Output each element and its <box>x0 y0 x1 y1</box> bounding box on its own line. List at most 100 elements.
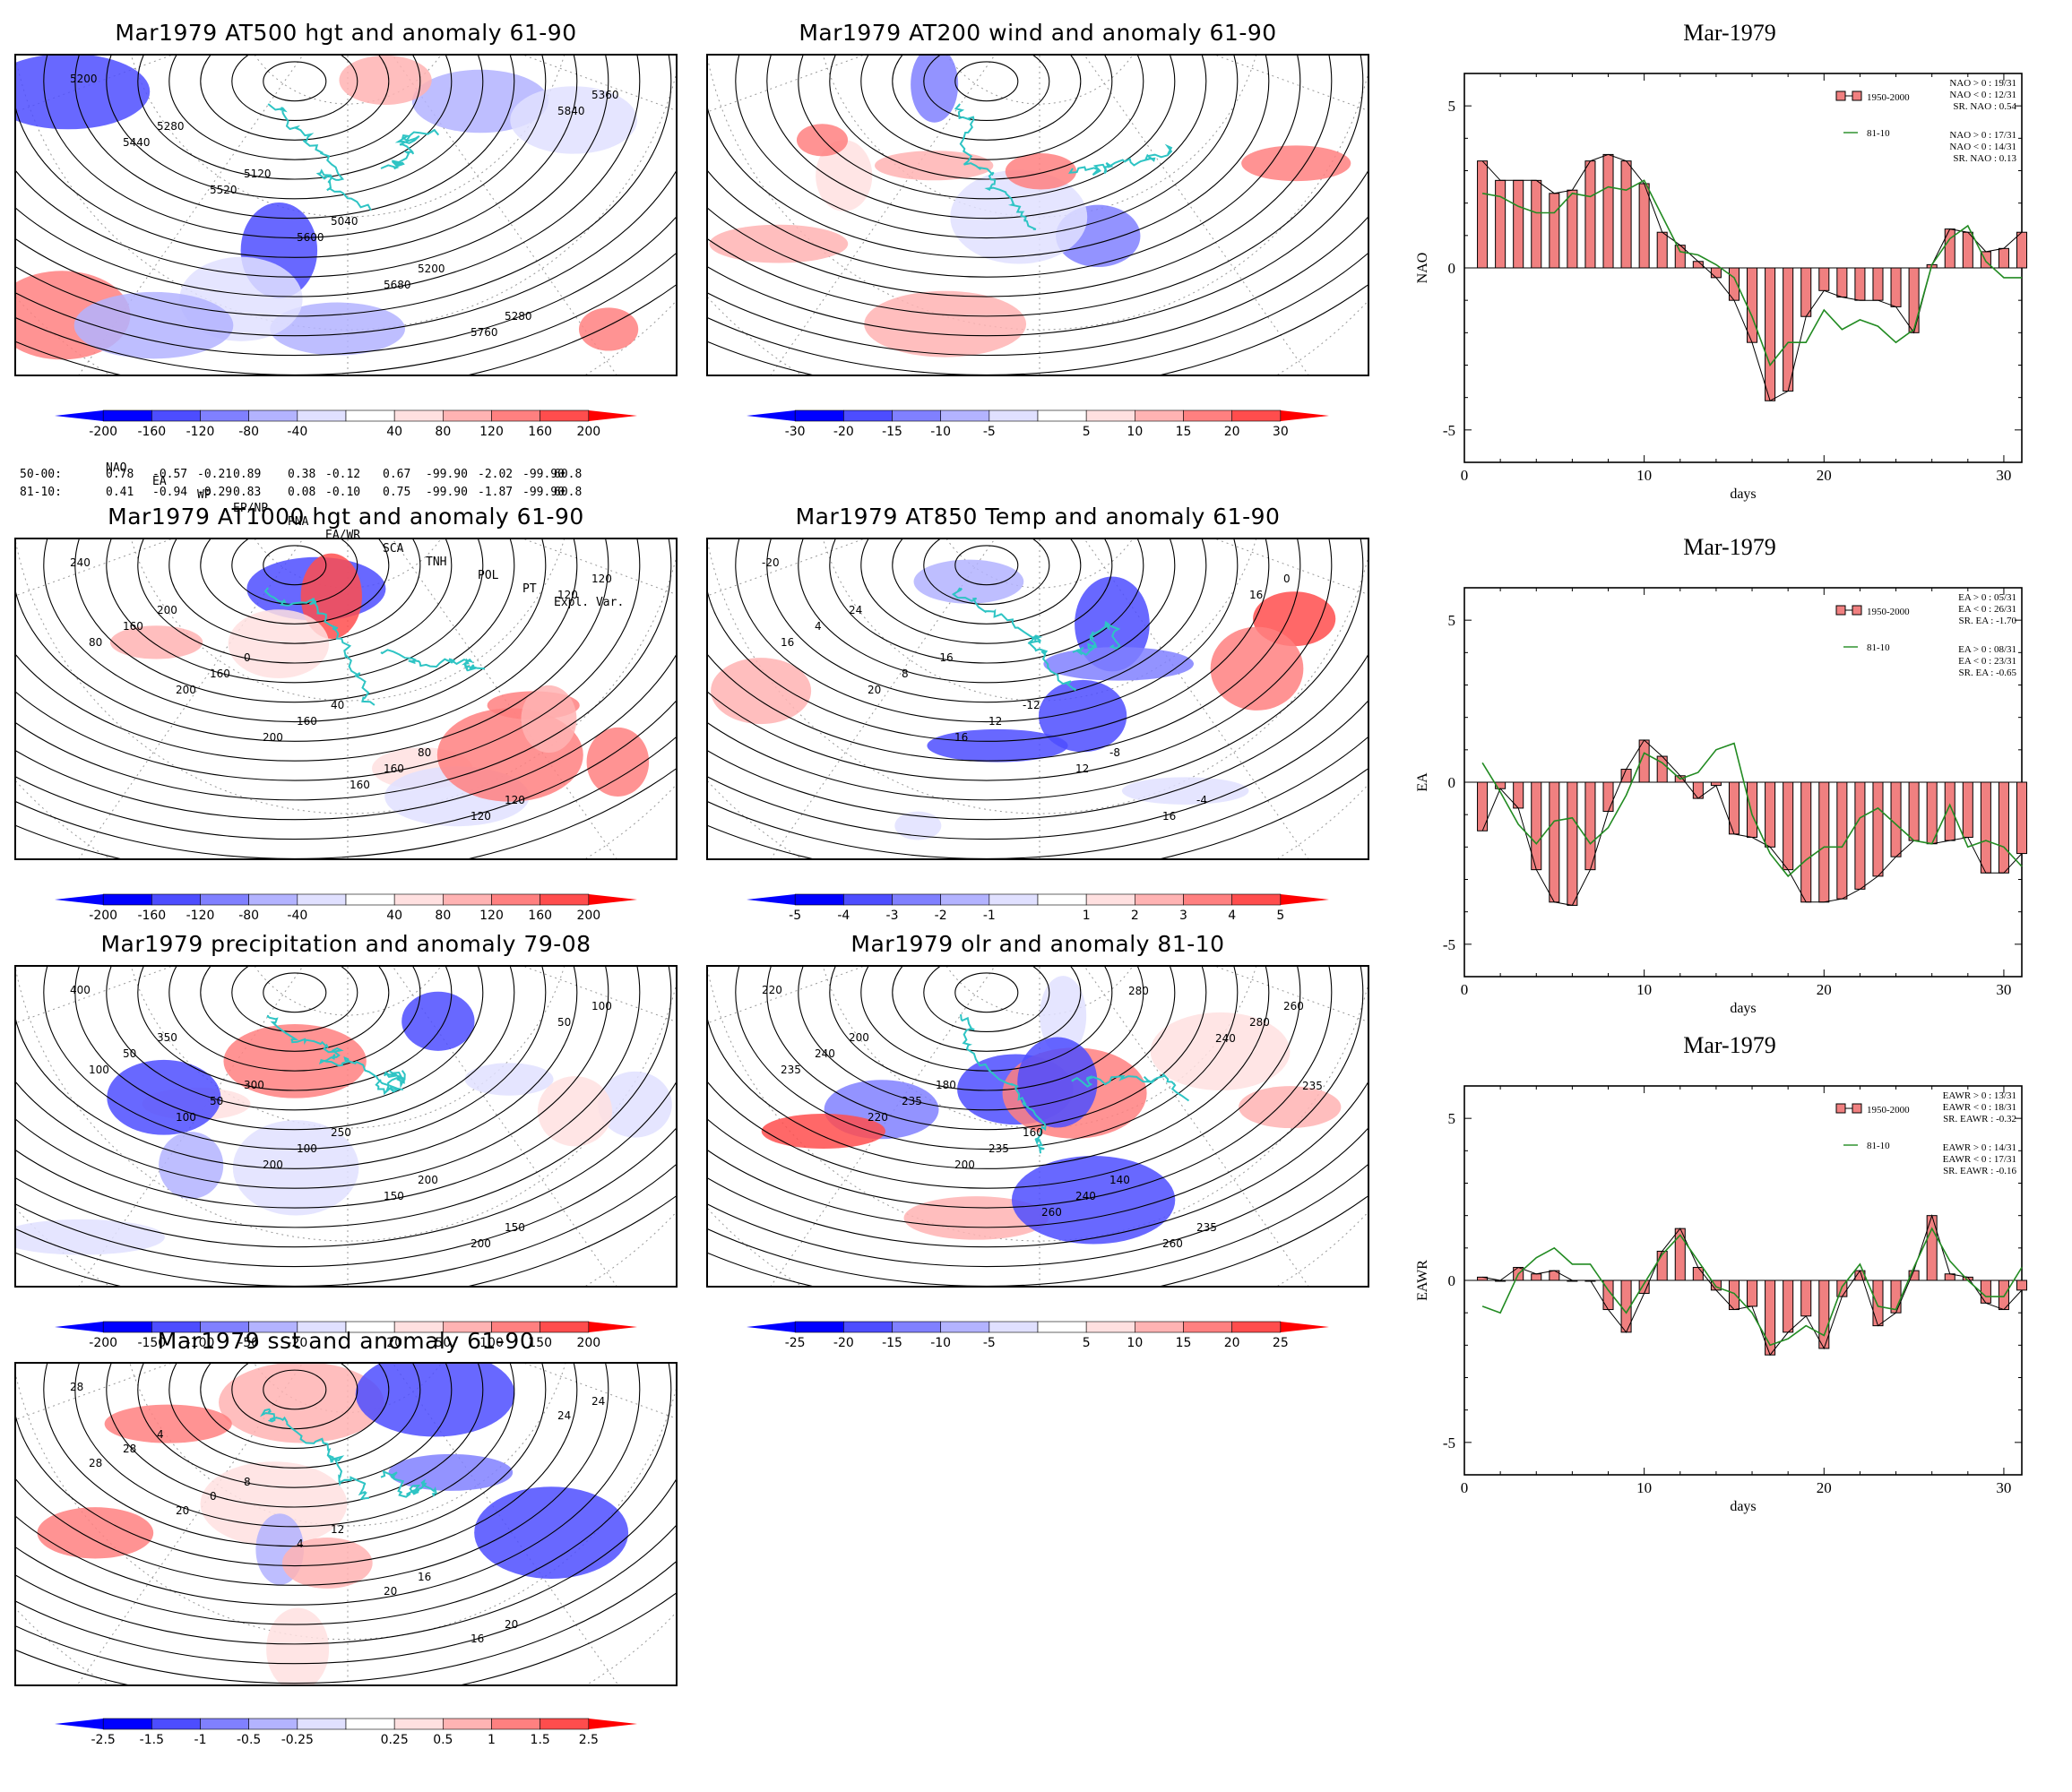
colorbar-segment <box>1037 1321 1087 1333</box>
colorbar-label: -5 <box>789 909 801 923</box>
contour-label: 235 <box>902 1095 922 1107</box>
colorbar-arrow-high <box>1280 894 1329 905</box>
contour-label: 16 <box>1249 589 1263 601</box>
legend-stat: NAO > 0 : 19/31 <box>1949 78 2016 89</box>
legend-stat: EAWR > 0 : 13/31 <box>1943 1090 2016 1101</box>
colorbar-label: 5 <box>1276 909 1284 923</box>
colorbar: -5 -4 -3 -2 -1 1 2 3 4 5 <box>747 893 1329 923</box>
legend-line-label: 81-10 <box>1867 642 1890 653</box>
colorbar-segment <box>297 893 347 906</box>
contour-line <box>708 1081 1368 1248</box>
contour-line <box>137 539 453 664</box>
legend-stat: SR. NAO : 0.13 <box>1953 153 2016 164</box>
contour-line <box>766 539 1207 703</box>
colorbar-segment <box>892 409 941 422</box>
contour-line <box>708 56 1364 317</box>
index-chart-eawr: Mar-1979 5 0 -5 0 10 20 30 days EAWR 1950-2000 81-1… <box>1398 1029 2061 1520</box>
contour-label: 120 <box>505 794 525 806</box>
map-plot: 220 200 180 160 140 235 260 240 235 235 240 260 280 2… <box>708 967 1368 1286</box>
bar-trace-line <box>1482 1214 2023 1357</box>
anomaly-shading <box>1043 647 1195 681</box>
colorbar-label: 120 <box>479 425 504 439</box>
contour-line <box>16 56 609 278</box>
contour-line <box>798 56 1176 200</box>
map-panel-prec: Mar1979 precipitation and anomaly 79-08 4… <box>14 929 678 1350</box>
contour-label: 200 <box>176 684 196 696</box>
contour-label: 235 <box>781 1064 801 1076</box>
coastline <box>380 649 486 672</box>
colorbar-label: -200 <box>89 909 117 923</box>
anomaly-shading <box>266 1607 330 1684</box>
contour-label: 240 <box>1075 1190 1096 1202</box>
contour-line <box>708 967 1301 1189</box>
contour-label: 5040 <box>331 215 358 228</box>
colorbar-label: -0.5 <box>237 1733 261 1747</box>
colorbar-arrow-high <box>588 894 637 905</box>
colorbar-segment <box>102 409 152 422</box>
colorbar-arrow-high <box>1280 1322 1329 1332</box>
contour-label: 28 <box>123 1443 136 1455</box>
bar-1950-2000 <box>1783 267 1794 392</box>
contour-label: 350 <box>157 1031 177 1044</box>
anomaly-shading <box>894 811 942 840</box>
colorbar-segment <box>1037 409 1087 422</box>
y-tick-label: 0 <box>1448 260 1456 277</box>
contour-label: 5200 <box>70 73 98 85</box>
contour-line <box>708 654 1368 821</box>
colorbar-label: -5 <box>983 1336 996 1350</box>
contour-label: 160 <box>384 762 404 775</box>
contour-line <box>708 56 1301 278</box>
index-chart-nao: Mar-1979 5 0 -5 0 10 20 30 days NAO 1950-2000 81-10… <box>1398 16 2061 507</box>
row-value: -2.02 <box>478 468 514 481</box>
colorbar-label: 160 <box>528 909 552 923</box>
bar-1950-2000 <box>1477 160 1489 269</box>
anomaly-shading <box>586 727 650 797</box>
colorbar-segment <box>794 893 844 906</box>
coastline <box>380 128 440 170</box>
contour-label: 80 <box>89 636 102 649</box>
anomaly-shading <box>355 1364 515 1437</box>
anomaly-shading <box>73 291 234 359</box>
anomaly-shading <box>598 1071 672 1138</box>
contour-label: 0 <box>1283 573 1291 585</box>
row-value: -99.90 <box>426 468 468 481</box>
bar-1950-2000 <box>1890 781 1902 857</box>
anomaly-shading <box>109 625 203 659</box>
map-panel-at500: Mar1979 AT500 hgt and anomaly 61-90 5200 5… <box>14 18 678 439</box>
map-title: Mar1979 sst and anomaly 61-90 <box>157 1328 535 1354</box>
legend-stat: EA > 0 : 05/31 <box>1958 592 2016 603</box>
colorbar-arrow-low <box>747 1322 796 1332</box>
contour-label: 120 <box>591 573 612 585</box>
contour-line <box>892 967 1082 1052</box>
contour-label: 140 <box>1109 1174 1130 1186</box>
contour-line <box>200 56 390 141</box>
contour-label: 16 <box>781 636 794 649</box>
coastline <box>266 1014 404 1091</box>
colorbar-label: 200 <box>576 1336 600 1350</box>
map-panel-at200: Mar1979 AT200 wind and anomaly 61-90 -30-… <box>706 18 1369 439</box>
bar-1950-2000 <box>1765 781 1776 848</box>
contour-line <box>708 700 1368 840</box>
contour-label: 50 <box>123 1047 136 1060</box>
anomaly-shading <box>1239 1086 1342 1129</box>
anomaly-shading <box>464 1063 554 1096</box>
index-table: NAO EA WP EP/NP PNA EA/WR SCA TNH POL PT… <box>20 448 624 609</box>
contour-label: 280 <box>1249 1016 1270 1029</box>
anomaly-shading <box>1038 679 1127 753</box>
colorbar-label: -120 <box>186 425 215 439</box>
colorbar-label: -20 <box>833 1336 854 1350</box>
colorbar-segment <box>345 893 395 906</box>
legend-line-label: 81-10 <box>1867 128 1890 139</box>
anomaly-shading <box>521 685 577 754</box>
y-tick-label: 0 <box>1448 774 1456 791</box>
legend-stat: NAO > 0 : 17/31 <box>1949 130 2016 141</box>
contour-line <box>16 170 676 337</box>
legend-stat: EAWR < 0 : 17/31 <box>1943 1154 2016 1165</box>
map-frame <box>706 54 1369 376</box>
colorbar-label: 5 <box>1083 1336 1091 1350</box>
anomaly-shading <box>510 86 638 154</box>
x-tick-label: 0 <box>1461 1479 1469 1496</box>
contour-label: 4 <box>157 1428 164 1441</box>
bar-1950-2000 <box>1620 769 1632 783</box>
colorbar-segment <box>1135 409 1184 422</box>
